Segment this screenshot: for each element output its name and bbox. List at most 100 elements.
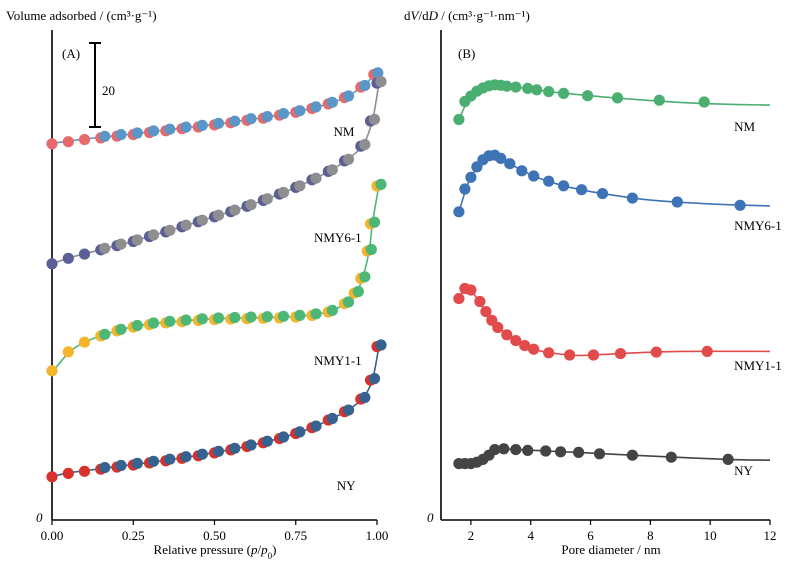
data-point [115, 238, 127, 250]
data-point [131, 127, 143, 139]
data-point [62, 346, 74, 358]
data-point [78, 248, 91, 260]
panel-a-y-axis-label: Volume adsorbed / (cm³·g⁻¹) [6, 8, 157, 23]
data-point [99, 130, 111, 142]
data-point [504, 158, 516, 170]
data-point [196, 119, 208, 131]
data-point [131, 234, 143, 246]
data-point [372, 67, 384, 79]
isotherm-line-NY [53, 345, 380, 477]
panel-a-x-ticks: 0.00 0.25 0.50 0.75 1.00 [41, 520, 389, 543]
data-point [245, 311, 257, 323]
data-point [78, 134, 91, 146]
data-point [352, 285, 364, 298]
data-point [375, 76, 387, 88]
data-point [277, 310, 290, 322]
panel-b-origin-label: 0 [427, 510, 434, 525]
data-point [46, 471, 58, 483]
data-point [528, 170, 540, 182]
x-tick-label: 8 [647, 528, 654, 543]
series-label: NMY1-1 [314, 353, 362, 368]
data-point [115, 459, 127, 472]
data-point [543, 175, 555, 187]
isotherm-line-NMY6-1 [53, 82, 380, 264]
data-point [294, 309, 306, 321]
data-point [164, 123, 176, 135]
data-point [375, 178, 387, 190]
data-point [212, 445, 225, 457]
series-label: NMY6-1 [734, 218, 782, 233]
data-point [558, 180, 570, 192]
data-point [164, 315, 176, 327]
data-point [558, 87, 570, 99]
data-point [596, 188, 609, 200]
data-point [229, 204, 241, 216]
data-point [131, 319, 143, 332]
distribution-curve-NMY1-1 [458, 286, 771, 357]
x-tick-label: 1.00 [366, 528, 389, 543]
data-point [531, 84, 543, 96]
data-point [310, 172, 322, 184]
x-tick-label: 12 [764, 528, 777, 543]
data-point [147, 125, 160, 137]
data-point [665, 451, 677, 463]
data-point [653, 94, 665, 106]
data-point [310, 101, 322, 113]
panel-b-y-axis-label: dV/dD / (cm³·g⁻¹·nm⁻¹) [404, 8, 530, 23]
data-point [326, 304, 338, 316]
data-point [180, 451, 192, 463]
panel-a-origin-label: 0 [36, 510, 43, 525]
data-point [528, 343, 540, 355]
data-point [261, 435, 273, 447]
panel-a-panel-label: (A) [62, 46, 80, 61]
data-point [359, 79, 371, 92]
data-point [495, 152, 507, 164]
data-point [359, 139, 371, 151]
panel-a-scale-bar: 20 [89, 42, 115, 128]
data-point [46, 258, 58, 270]
data-point [245, 439, 257, 451]
x-tick-label: 0.75 [284, 528, 307, 543]
data-point [342, 153, 355, 165]
x-tick-label: 0.25 [122, 528, 145, 543]
panel-b-x-ticks: 2 4 6 8 10 12 [468, 520, 777, 543]
data-point [131, 457, 143, 469]
data-point [99, 462, 111, 474]
data-point [46, 138, 58, 150]
data-point [698, 96, 710, 108]
data-point [294, 105, 306, 117]
x-tick-label: 0.50 [203, 528, 226, 543]
x-tick-label: 4 [527, 528, 534, 543]
series-label: NY [337, 478, 356, 493]
data-point [543, 86, 555, 98]
data-point [147, 229, 160, 241]
data-point [115, 323, 127, 335]
data-point [516, 165, 528, 177]
data-point [212, 209, 225, 221]
data-point [465, 284, 477, 296]
data-point [326, 164, 338, 176]
data-point [229, 115, 241, 127]
data-point [459, 183, 471, 195]
data-point [650, 346, 662, 358]
data-point [626, 192, 639, 204]
data-point [196, 313, 208, 325]
data-point [573, 446, 585, 458]
data-point [368, 113, 381, 125]
data-point [180, 314, 192, 326]
data-point [164, 453, 176, 465]
data-point [576, 184, 588, 196]
panel-b-plot-area: NM NMY6-1 NMY1-1 NY [453, 79, 782, 478]
data-point [261, 111, 273, 123]
data-point [277, 186, 290, 199]
data-point [164, 224, 176, 236]
data-point [611, 92, 624, 104]
data-point [342, 90, 355, 102]
data-point [261, 311, 273, 323]
data-point [501, 80, 513, 92]
data-point [245, 113, 257, 125]
data-point [196, 214, 208, 226]
data-point [359, 391, 371, 404]
data-point [277, 431, 290, 443]
